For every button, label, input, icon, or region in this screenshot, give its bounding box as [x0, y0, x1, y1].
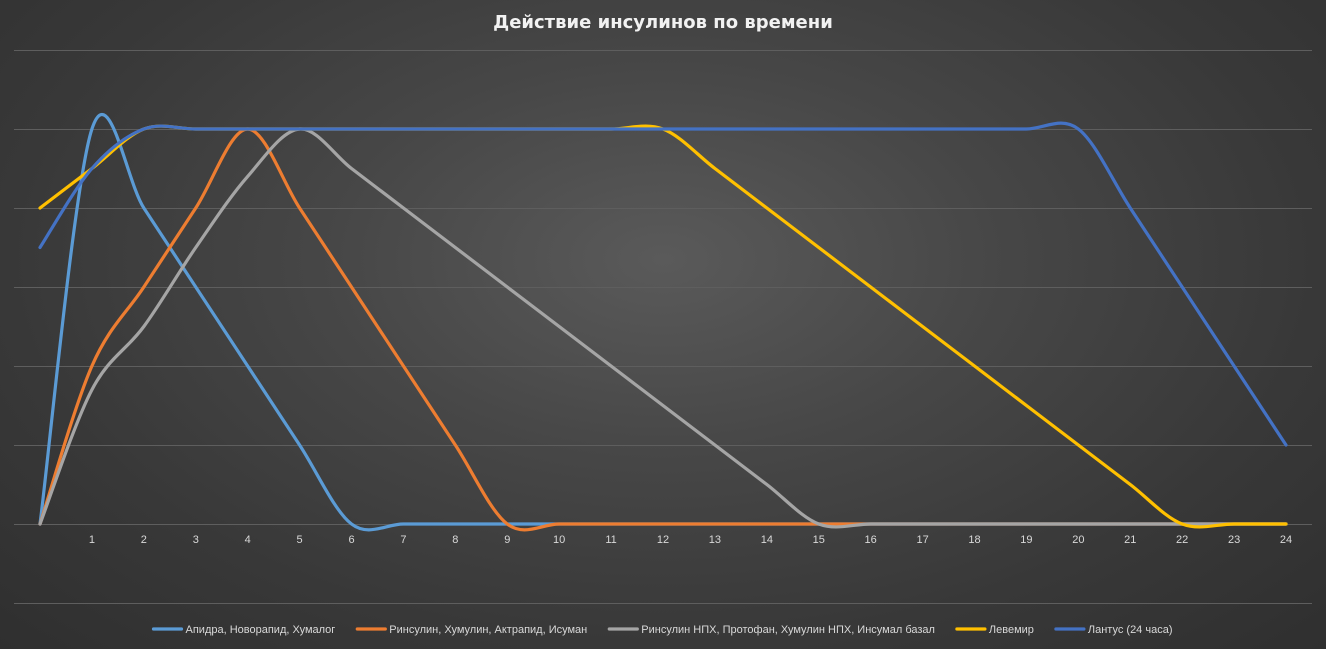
x-tick-label: 5: [297, 534, 303, 546]
x-tick-label: 1: [89, 534, 95, 546]
x-tick-label: 15: [813, 534, 825, 546]
series-line-4: [38, 121, 1288, 447]
chart-title: Действие инсулинов по времени: [493, 12, 833, 33]
x-tick-label: 14: [761, 534, 773, 546]
x-tick-label: 2: [141, 534, 147, 546]
x-tick-label: 13: [709, 534, 721, 546]
x-tick-label: 18: [968, 534, 980, 546]
gridlines: [14, 50, 1312, 604]
x-tick-label: 4: [245, 534, 251, 546]
legend-label: Ринсулин НПХ, Протофан, Хумулин НПХ, Инс…: [641, 624, 935, 636]
x-tick-label: 11: [605, 534, 616, 546]
series-line-1: [38, 127, 1288, 532]
x-tick-label: 10: [553, 534, 565, 546]
legend-label: Апидра, Новорапид, Хумалог: [186, 624, 336, 636]
x-tick-label: 8: [452, 534, 458, 546]
series-line-0: [38, 112, 1288, 532]
x-tick-label: 23: [1228, 534, 1240, 546]
x-tick-label: 9: [504, 534, 510, 546]
legend-item-1: Ринсулин, Хумулин, Актрапид, Исуман: [355, 624, 587, 636]
legend: Апидра, Новорапид, Хумалог Ринсулин, Хуму…: [151, 624, 1173, 636]
x-tick-label: 19: [1020, 534, 1032, 546]
x-tick-label: 24: [1280, 534, 1292, 546]
x-tick-label: 12: [657, 534, 669, 546]
x-axis-ticks: 1 2 3 4 5 6 7 8 9 10 11 12 13 14 15 16 17 18 19 20 21 22 23 24: [89, 534, 1292, 546]
x-tick-label: 7: [400, 534, 406, 546]
x-tick-label: 21: [1124, 534, 1136, 546]
legend-item-3: Левемир: [955, 624, 1034, 636]
series-line-3: [38, 124, 1288, 529]
x-tick-label: 17: [916, 534, 928, 546]
x-tick-label: 22: [1176, 534, 1188, 546]
legend-item-0: Апидра, Новорапид, Хумалог: [151, 624, 336, 636]
x-tick-label: 16: [865, 534, 877, 546]
series-lines: [38, 112, 1288, 532]
legend-label: Левемир: [989, 624, 1034, 636]
legend-label: Лантус (24 часа): [1088, 624, 1173, 636]
series-line-2: [38, 127, 1288, 529]
legend-label: Ринсулин, Хумулин, Актрапид, Исуман: [389, 624, 587, 636]
x-tick-label: 20: [1072, 534, 1084, 546]
x-tick-label: 6: [348, 534, 354, 546]
x-tick-label: 3: [193, 534, 199, 546]
legend-item-2: Ринсулин НПХ, Протофан, Хумулин НПХ, Инс…: [607, 624, 935, 636]
legend-item-4: Лантус (24 часа): [1054, 624, 1173, 636]
